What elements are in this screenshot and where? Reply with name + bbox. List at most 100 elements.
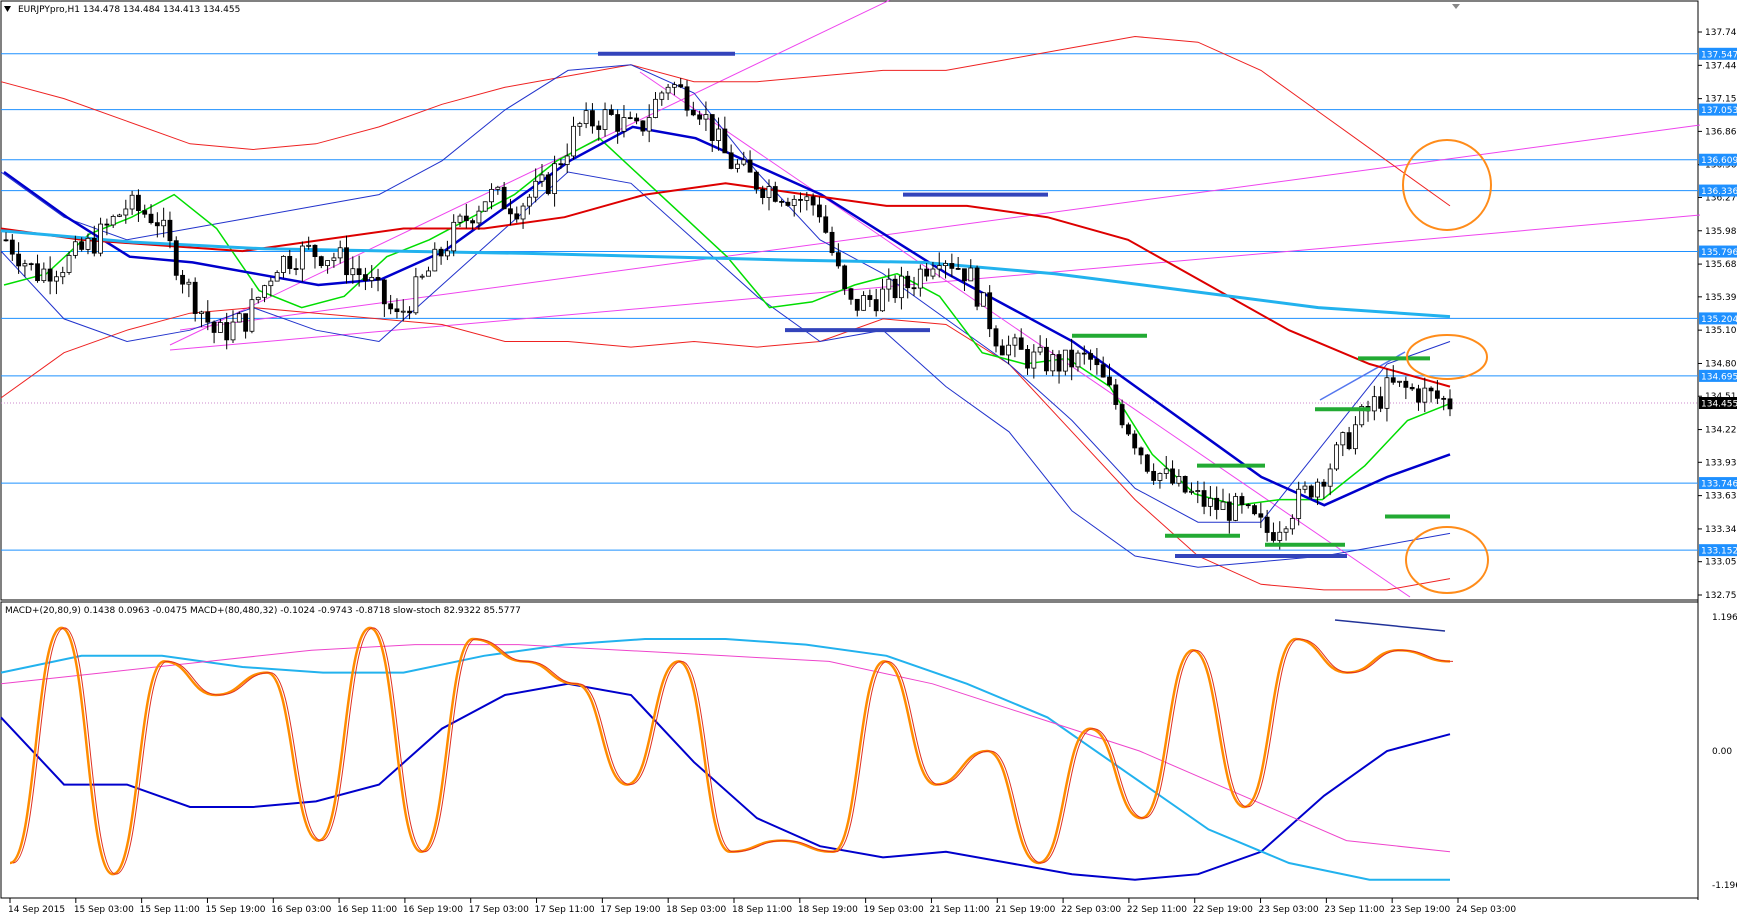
price-tick-label: 137.740 [1705, 28, 1737, 38]
bull-candle [217, 322, 223, 333]
indicator-axis: 1.1969 0.00 -1.1969 [1712, 613, 1737, 891]
level-label-bg [1699, 153, 1737, 166]
bull-candle [1062, 349, 1068, 372]
bear-candle [1226, 501, 1232, 521]
bull-candle [1371, 396, 1377, 412]
bear-candle [1308, 485, 1314, 498]
time-tick-label: 16 Sep 19:00 [403, 905, 463, 915]
bull-candle [350, 268, 356, 276]
bull-candle [1220, 501, 1226, 510]
indicator-pane[interactable] [0, 601, 1699, 899]
bear-candle [590, 110, 595, 127]
bear-candle [810, 196, 816, 206]
bear-candle [407, 310, 412, 314]
bear-candle [817, 204, 822, 218]
bull-candle [98, 223, 103, 254]
bull-candle [1195, 490, 1201, 492]
bull-candle [526, 196, 532, 207]
level-label: 136.336 [1701, 187, 1737, 197]
bull-candle [1397, 380, 1402, 383]
pane-menu-icon[interactable] [1452, 4, 1460, 9]
bull-candle [1384, 377, 1390, 409]
price-tick-label: 135.395 [1705, 293, 1737, 303]
bear-candle [728, 152, 734, 169]
price-axis: 137.740137.445137.150136.860136.565136.2… [1698, 28, 1737, 601]
bear-candle [955, 268, 961, 270]
bear-candle [608, 109, 614, 115]
bull-candle [602, 109, 608, 130]
level-label-bg [1699, 477, 1737, 490]
bull-candle [369, 277, 375, 281]
bear-candle [501, 186, 507, 210]
bull-candle [564, 155, 570, 165]
bear-candle [722, 128, 728, 154]
bear-candle [148, 213, 154, 224]
bull-candle [199, 311, 204, 314]
time-tick-label: 16 Sep 11:00 [337, 905, 397, 915]
bull-candle [621, 117, 627, 132]
level-label-bg [1699, 47, 1737, 60]
collapse-icon[interactable] [4, 6, 11, 12]
bull-candle [1012, 337, 1018, 346]
macd-slow-line [0, 638, 1450, 881]
bear-candle [779, 200, 784, 203]
bull-candle [1157, 473, 1163, 481]
time-tick-label: 17 Sep 19:00 [600, 905, 660, 915]
price-tick-label: 133.635 [1705, 492, 1737, 502]
bull-candle [571, 125, 576, 157]
bull-candle [1302, 485, 1308, 490]
bear-candle [867, 295, 873, 300]
bear-candle [35, 263, 40, 282]
annotation-circle [1402, 139, 1492, 231]
bear-candle [381, 279, 387, 305]
bear-candle [848, 288, 854, 300]
bull-candle [880, 288, 885, 312]
bear-candle [911, 287, 917, 290]
price-tick-label: 132.755 [1705, 591, 1737, 601]
bull-candle [274, 272, 280, 282]
bear-candle [785, 201, 791, 206]
bear-candle [596, 125, 602, 130]
bear-candle [558, 163, 564, 166]
bull-candle [1315, 481, 1320, 498]
bull-candle [161, 219, 167, 227]
indicator-overlays [0, 35, 1451, 591]
bull-candle [653, 98, 658, 118]
level-label: 133.152 [1701, 547, 1737, 557]
bear-candle [1239, 496, 1245, 506]
level-labels: 137.547 137.053 136.609 136.336 135.796 135.2… [1699, 47, 1737, 557]
bull-candle [1176, 476, 1182, 484]
level-label-bg [1699, 312, 1737, 325]
annotation-circle [1406, 334, 1488, 380]
time-tick-label: 23 Sep 11:00 [1324, 905, 1384, 915]
bear-candle [287, 255, 293, 269]
bull-candle [444, 250, 450, 257]
bear-candle [1441, 397, 1447, 400]
bull-candle [552, 163, 557, 194]
level-label: 134.455 [1701, 400, 1737, 410]
bear-candle [293, 268, 299, 270]
bear-candle [318, 256, 324, 266]
time-tick-label: 23 Sep 03:00 [1259, 905, 1319, 915]
bear-candle [1321, 481, 1327, 487]
time-tick-label: 16 Sep 03:00 [271, 905, 331, 915]
bear-candle [823, 216, 829, 233]
bull-candle [899, 275, 904, 299]
bull-candle [741, 159, 747, 165]
bollinger-band [0, 171, 1451, 568]
bear-candle [678, 84, 684, 88]
bear-candle [854, 298, 860, 311]
level-label: 137.053 [1701, 106, 1737, 116]
bull-candle [457, 215, 463, 223]
bear-candle [28, 263, 34, 266]
bear-candle [1390, 377, 1396, 383]
price-pane[interactable] [0, 0, 1699, 601]
bear-candle [47, 268, 53, 282]
bull-candle [1163, 468, 1169, 474]
time-tick-label: 24 Sep 03:00 [1456, 905, 1516, 915]
bull-candle [85, 237, 91, 250]
bear-candle [905, 275, 911, 289]
bear-candle [753, 171, 759, 190]
bull-candle [281, 255, 286, 273]
